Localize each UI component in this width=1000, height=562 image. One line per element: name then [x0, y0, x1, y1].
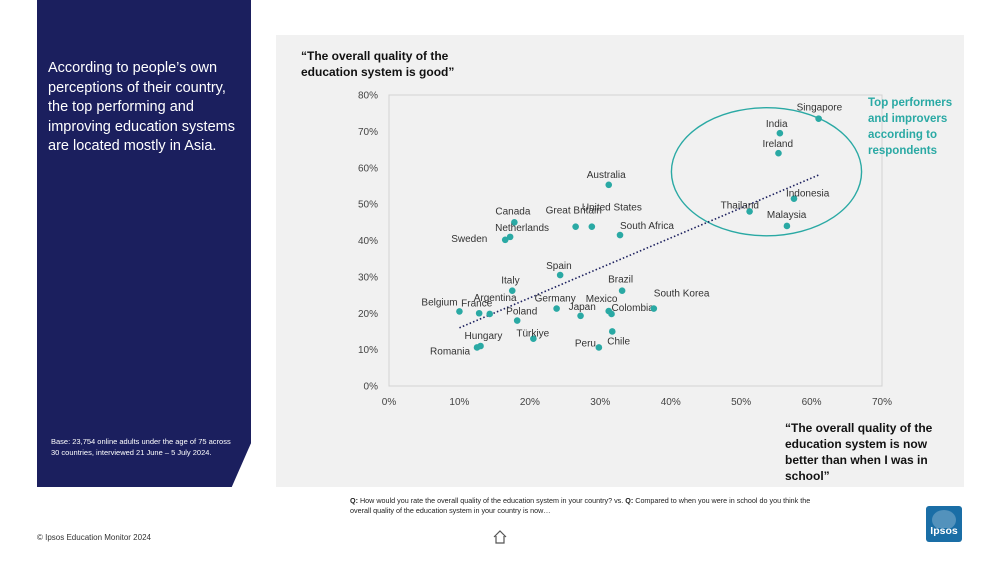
- point-label: India: [766, 119, 788, 130]
- point-label: Peru: [575, 338, 596, 349]
- copyright: © Ipsos Education Monitor 2024: [37, 533, 151, 542]
- point-singapore: [815, 115, 822, 122]
- point-peru: [595, 344, 603, 351]
- point-label: Spain: [546, 261, 572, 272]
- top-performers-label: Top performers and improvers according t…: [868, 97, 953, 157]
- point-label: Colombia: [612, 303, 655, 314]
- point-south-africa: [616, 231, 624, 239]
- point-united-states: [588, 223, 596, 230]
- point-label: Argentina: [474, 293, 517, 304]
- point-label: Brazil: [608, 275, 633, 286]
- point-label: Malaysia: [767, 210, 807, 221]
- y-tick-label: 80%: [358, 91, 378, 102]
- x-tick-label: 0%: [382, 397, 397, 408]
- summary-panel: According to people’s own perceptions of…: [37, 0, 251, 487]
- point-label: Canada: [495, 206, 530, 217]
- point-germany: [553, 305, 560, 312]
- point-india: [776, 129, 784, 137]
- point-label: Türkiye: [516, 329, 549, 340]
- point-label: Great Britain: [546, 206, 602, 217]
- plot-frame: [388, 94, 883, 387]
- point-south-korea: [650, 305, 658, 312]
- point-label: Poland: [506, 307, 537, 318]
- point-sweden: [501, 236, 509, 244]
- question-2-prefix: Q:: [625, 496, 634, 505]
- question-1-text: How would you rate the overall quality o…: [357, 496, 626, 505]
- logo-text: Ipsos: [930, 525, 958, 537]
- y-tick-label: 50%: [358, 200, 378, 211]
- point-label: Japan: [569, 302, 596, 313]
- y-tick-label: 30%: [358, 272, 378, 283]
- point-label: Germany: [535, 294, 576, 305]
- point-label: Italy: [501, 276, 519, 287]
- y-tick-label: 60%: [358, 163, 378, 174]
- x-tick-label: 30%: [590, 397, 610, 408]
- ipsos-logo-mark: [932, 510, 956, 528]
- point-label: Belgium: [421, 297, 457, 308]
- point-label: France: [461, 298, 493, 309]
- question-footnote: Q: How would you rate the overall qualit…: [350, 496, 820, 516]
- summary-text: According to people’s own perceptions of…: [48, 60, 235, 154]
- point-netherlands: [506, 233, 514, 241]
- point-italy: [508, 287, 516, 294]
- point-ireland: [775, 149, 782, 157]
- point-france: [475, 309, 483, 317]
- point-spain: [556, 271, 564, 279]
- point-label: Indonesia: [786, 189, 830, 200]
- y-axis-question: “The overall quality of the education sy…: [301, 49, 455, 79]
- point-indonesia: [790, 195, 798, 202]
- point-label: South Africa: [620, 221, 674, 232]
- base-note: Base: 23,754 online adults under the age…: [51, 437, 231, 457]
- point-label: Mexico: [586, 294, 618, 305]
- point-canada: [511, 219, 518, 226]
- y-tick-label: 40%: [358, 236, 378, 247]
- x-tick-label: 10%: [449, 397, 469, 408]
- point-japan: [577, 312, 584, 320]
- point-great-britain: [572, 223, 579, 230]
- x-tick-label: 60%: [802, 397, 822, 408]
- x-tick-label: 40%: [661, 397, 681, 408]
- home-icon: [493, 530, 507, 544]
- point-chile: [608, 328, 616, 335]
- point-label: Singapore: [797, 103, 843, 114]
- question-2-text: Compared to when you were in school do y…: [350, 496, 811, 515]
- y-tick-label: 10%: [358, 345, 378, 356]
- point-colombia: [608, 310, 615, 318]
- highlight-ellipse: [670, 107, 863, 237]
- point-poland: [513, 317, 521, 324]
- x-tick-label: 70%: [872, 397, 892, 408]
- point-brazil: [618, 287, 626, 294]
- point-label: Ireland: [762, 139, 793, 150]
- y-tick-label: 70%: [358, 127, 378, 138]
- x-tick-label: 50%: [731, 397, 751, 408]
- chart-panel: [276, 35, 964, 487]
- point-label: Romania: [430, 346, 470, 357]
- point-label: Netherlands: [495, 223, 549, 234]
- point-romania: [473, 344, 481, 351]
- point-belgium: [456, 308, 463, 315]
- point-thailand: [746, 208, 753, 215]
- point-label: Thailand: [721, 200, 759, 211]
- point-australia: [605, 181, 613, 189]
- ipsos-logo: Ipsos: [926, 506, 962, 542]
- home-button[interactable]: [492, 529, 508, 545]
- point-label: United States: [582, 203, 642, 214]
- point-label: Chile: [607, 336, 630, 347]
- y-tick-label: 0%: [364, 382, 379, 393]
- point-malaysia: [783, 222, 791, 230]
- point-argentina: [486, 310, 494, 318]
- point-label: Australia: [587, 170, 626, 181]
- point-label: Hungary: [465, 331, 503, 342]
- point-t-rkiye: [530, 335, 537, 343]
- question-1-prefix: Q:: [350, 496, 358, 505]
- point-label: Sweden: [451, 234, 487, 245]
- x-tick-label: 20%: [520, 397, 540, 408]
- x-axis-question: “The overall quality of the education sy…: [785, 421, 933, 483]
- point-label: South Korea: [654, 289, 710, 300]
- y-tick-label: 20%: [358, 309, 378, 320]
